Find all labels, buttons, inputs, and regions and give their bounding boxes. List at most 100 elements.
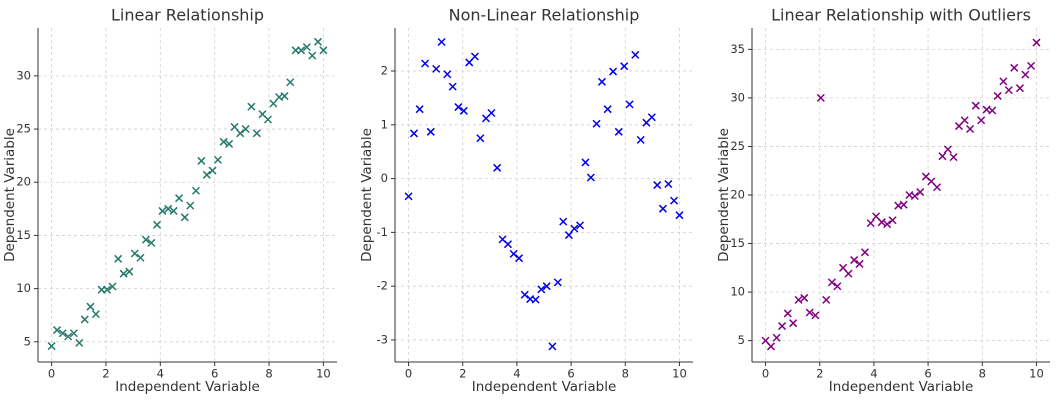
point	[883, 220, 892, 229]
point	[778, 322, 787, 331]
point	[1010, 63, 1019, 72]
x-tick-label: 6	[211, 367, 218, 381]
point	[766, 342, 775, 351]
x-axis-label: Independent Variable	[829, 379, 974, 395]
point	[816, 93, 825, 102]
point	[186, 201, 195, 210]
point	[1032, 38, 1041, 47]
point	[844, 269, 853, 278]
point	[586, 173, 595, 182]
point	[833, 282, 842, 291]
point	[1021, 70, 1030, 79]
point	[570, 224, 579, 233]
x-tick-label: 6	[924, 367, 931, 381]
point	[988, 106, 997, 115]
point	[789, 319, 798, 328]
y-tick-label: 10	[730, 285, 745, 299]
x-tick-label: 8	[265, 367, 272, 381]
x-tick-label: 0	[48, 367, 55, 381]
point	[103, 285, 112, 294]
point	[822, 295, 831, 304]
point	[548, 342, 557, 351]
point	[916, 188, 925, 197]
point	[855, 259, 864, 268]
point	[888, 216, 897, 225]
y-tick-label: 25	[730, 139, 745, 153]
point	[827, 278, 836, 287]
point	[977, 116, 986, 125]
point	[443, 70, 452, 79]
point	[448, 82, 457, 91]
x-tick-label: 4	[513, 367, 520, 381]
x-tick-label: 2	[102, 367, 109, 381]
x-tick-label: 2	[816, 367, 823, 381]
point	[130, 249, 139, 258]
point	[158, 206, 167, 215]
y-tick-label: 35	[730, 42, 745, 56]
point	[576, 221, 585, 230]
point	[933, 183, 942, 192]
x-tick-label: 10	[1029, 367, 1044, 381]
point	[263, 115, 272, 124]
point	[993, 91, 1002, 100]
point	[219, 137, 228, 146]
y-tick-label: 2	[381, 64, 388, 78]
point	[949, 153, 958, 162]
y-tick-label: -2	[377, 279, 388, 293]
x-axis-label: Independent Variable	[115, 379, 260, 395]
point	[86, 302, 95, 311]
point	[800, 293, 809, 302]
point	[437, 37, 446, 47]
chart-title: Linear Relationship	[111, 6, 264, 25]
point	[999, 77, 1008, 86]
point	[426, 127, 435, 136]
point	[313, 37, 323, 46]
point	[280, 92, 289, 101]
point	[971, 101, 980, 110]
y-tick-label: -1	[377, 225, 388, 239]
point	[241, 125, 250, 134]
x-tick-label: 10	[672, 367, 687, 381]
point	[136, 253, 145, 262]
x-tick-label: 10	[316, 367, 331, 381]
point	[125, 267, 134, 276]
point	[603, 105, 612, 114]
point	[636, 135, 645, 144]
point	[581, 158, 590, 167]
point	[493, 163, 502, 172]
y-tick-label: 5	[738, 333, 745, 347]
point	[404, 192, 413, 201]
x-tick-label: 2	[459, 367, 466, 381]
point	[899, 200, 908, 209]
y-tick-label: 0	[381, 171, 388, 185]
point	[938, 152, 947, 161]
point	[169, 206, 178, 215]
chart-title: Non-Linear Relationship	[449, 6, 640, 25]
point	[653, 181, 662, 190]
point	[58, 329, 67, 338]
point	[75, 338, 84, 347]
point	[108, 282, 117, 291]
point	[476, 134, 485, 143]
point	[860, 248, 869, 257]
y-tick-label: 10	[16, 281, 31, 295]
y-tick-label: 20	[16, 175, 31, 189]
point	[877, 218, 886, 227]
point	[531, 295, 540, 304]
point	[966, 124, 975, 134]
y-axis-label: Dependent Variable	[716, 128, 732, 262]
y-tick-label: 15	[730, 236, 745, 250]
y-axis-label: Dependent Variable	[2, 128, 18, 262]
point	[850, 256, 859, 265]
point	[64, 332, 73, 341]
point	[559, 217, 568, 226]
x-tick-label: 4	[157, 367, 164, 381]
point	[647, 113, 656, 122]
point	[175, 194, 184, 203]
point	[675, 211, 684, 220]
point	[620, 62, 629, 71]
point	[487, 108, 496, 118]
point	[520, 290, 529, 299]
point	[421, 59, 430, 68]
point	[1015, 84, 1024, 93]
